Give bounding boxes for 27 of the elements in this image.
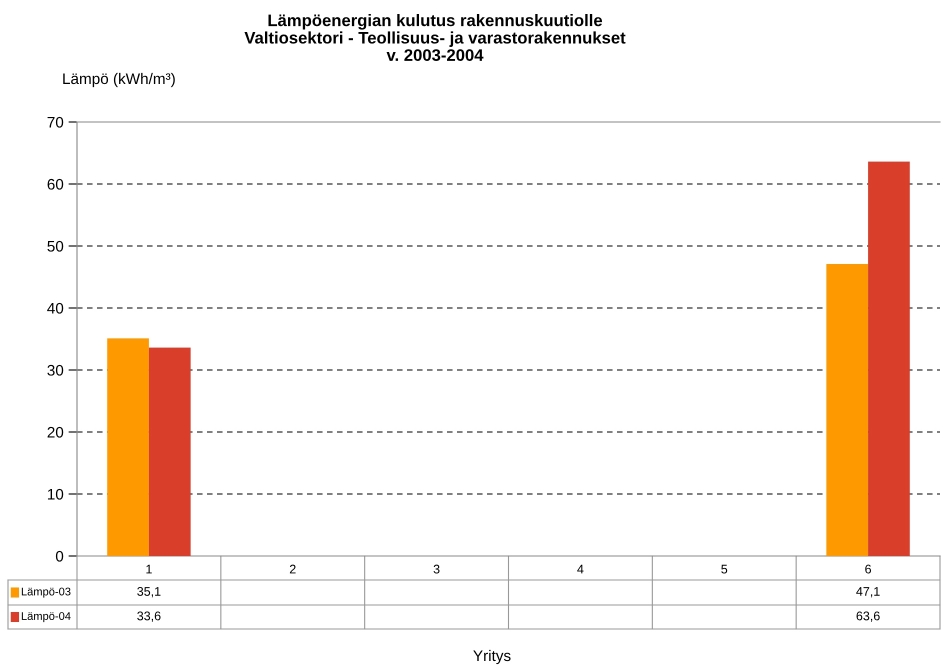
x-tick-label: 5 (721, 564, 728, 574)
bar (868, 162, 910, 556)
y-tick-label: 40 (47, 302, 64, 314)
data-label: 33,6 (137, 612, 161, 622)
y-tick-label: 10 (48, 488, 64, 500)
x-tick-label: 3 (434, 564, 440, 574)
data-label: 35,1 (137, 587, 160, 598)
y-tick-label: 60 (48, 178, 64, 190)
bar (826, 264, 868, 556)
bar (148, 348, 191, 556)
y-tick-label: 20 (48, 426, 64, 438)
bar (107, 338, 149, 556)
y-axis-title: Lämpö (kWh/m³) (63, 72, 175, 88)
data-label: 63,6 (856, 612, 880, 622)
y-tick-label: 30 (47, 364, 64, 376)
data-label: 47,1 (856, 587, 880, 598)
chart-title: Lämpöenergian kulutus rakennuskuutiolle Valtiosektori - Teollisuus- ja varastorakennukset v. 2003-2004 (244, 14, 626, 62)
y-tick-label: 50 (47, 240, 64, 252)
x-axis-title: Yritys (473, 650, 511, 664)
y-tick-label: 70 (48, 116, 64, 128)
x-tick-label: 2 (290, 564, 296, 574)
x-tick-label: 1 (146, 564, 152, 574)
legend-label: Lämpö-03 (22, 588, 70, 598)
x-tick-label: 6 (865, 564, 872, 574)
x-tick-label: 4 (577, 564, 584, 574)
y-tick-label: 0 (56, 550, 64, 562)
legend-label: Lämpö-04 (22, 612, 71, 622)
